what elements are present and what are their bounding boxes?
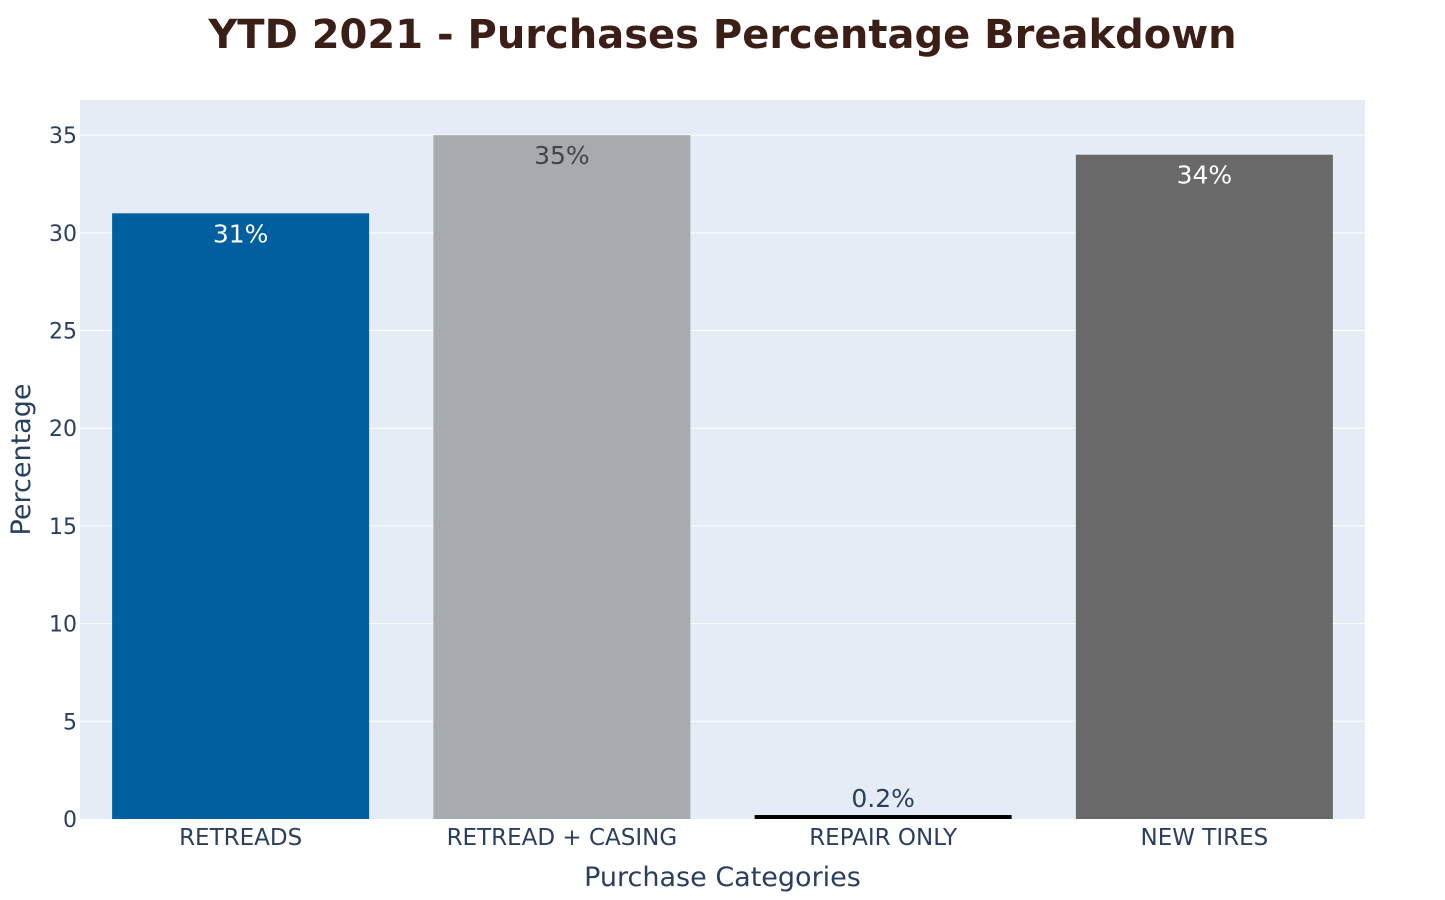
y-tick-label: 35 bbox=[49, 124, 77, 149]
y-axis-label: Percentage bbox=[6, 384, 37, 536]
y-tick-label: 20 bbox=[49, 417, 77, 442]
bar-labels: 31% 35% 0.2% 34% bbox=[213, 141, 1232, 813]
bar bbox=[1075, 154, 1333, 819]
x-axis-label: Purchase Categories bbox=[584, 862, 861, 893]
x-tick-label: RETREAD + CASING bbox=[447, 825, 678, 851]
bar-data-label: 35% bbox=[534, 141, 590, 170]
bar bbox=[112, 213, 370, 819]
bar-data-label: 31% bbox=[213, 219, 269, 248]
x-tick-label: RETREADS bbox=[179, 825, 302, 851]
y-tick-label: 10 bbox=[49, 613, 77, 638]
bar bbox=[433, 135, 691, 820]
y-axis-ticks: 0 5 10 15 20 25 30 35 bbox=[49, 124, 77, 833]
bar-data-label: 0.2% bbox=[851, 784, 915, 813]
y-tick-label: 25 bbox=[49, 320, 77, 345]
y-tick-label: 0 bbox=[63, 808, 77, 833]
y-tick-label: 5 bbox=[63, 710, 77, 735]
y-tick-label: 15 bbox=[49, 515, 77, 540]
bar bbox=[754, 815, 1012, 819]
x-axis-ticks: RETREADS RETREAD + CASING REPAIR ONLY NEW T… bbox=[179, 825, 1268, 851]
bars bbox=[112, 135, 1333, 820]
bar-data-label: 34% bbox=[1177, 161, 1233, 190]
x-tick-label: NEW TIRES bbox=[1141, 825, 1269, 851]
y-tick-label: 30 bbox=[49, 222, 77, 247]
x-tick-label: REPAIR ONLY bbox=[809, 825, 958, 851]
chart-title: YTD 2021 - Purchases Percentage Breakdow… bbox=[208, 12, 1237, 58]
